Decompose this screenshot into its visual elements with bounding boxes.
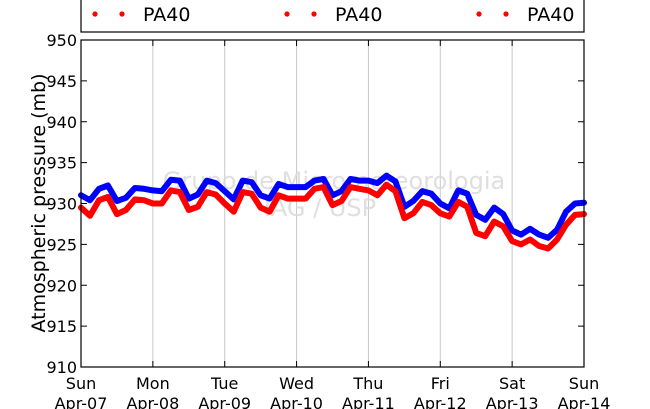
y-axis-label: Atmospheric pressure (mb) (28, 73, 50, 332)
legend-box (80, 0, 585, 33)
y-tick-label: 935 (46, 154, 77, 173)
legend-marker (311, 11, 317, 17)
plot-frame (80, 39, 585, 368)
x-tick-label-day: Tue (210, 374, 238, 393)
legend-marker (92, 11, 98, 17)
x-tick-label-day: Sat (499, 374, 525, 393)
legend-marker (503, 11, 509, 17)
x-tick-label-day: Sun (66, 374, 96, 393)
y-tick-label: 950 (46, 31, 77, 50)
legend-marker (119, 11, 125, 17)
x-tick-label-date: Apr-14 (558, 394, 611, 409)
y-tick-label: 945 (46, 72, 77, 91)
series-layer (78, 172, 587, 252)
y-tick-label: 940 (46, 113, 77, 132)
y-tick-label: 915 (46, 317, 77, 336)
x-tick-label-day: Sun (569, 374, 599, 393)
x-tick-label-date: Apr-12 (414, 394, 467, 409)
legend-entries: PA40 PA40 PA40 (92, 4, 574, 26)
legend-marker (284, 11, 290, 17)
x-tick-label-day: Fri (431, 374, 450, 393)
y-tick-label: 910 (46, 358, 77, 377)
y-tick-label: 930 (46, 195, 77, 214)
legend-marker (476, 11, 482, 17)
legend-label: PA40 (335, 4, 382, 26)
x-tick-label-date: Apr-11 (342, 394, 395, 409)
x-tick-label-date: Apr-09 (198, 394, 251, 409)
legend-label: PA40 (527, 4, 574, 26)
y-tick-label: 925 (46, 235, 77, 254)
x-tick-label-day: Mon (136, 374, 170, 393)
x-tick-label-date: Apr-13 (486, 394, 539, 409)
x-tick-label-date: Apr-07 (55, 394, 108, 409)
x-tick-label-day: Thu (352, 374, 383, 393)
x-tick-label-day: Wed (279, 374, 314, 393)
legend-label: PA40 (143, 4, 190, 26)
x-tick-label-date: Apr-08 (126, 394, 179, 409)
y-tick-label: 920 (46, 276, 77, 295)
legend: PA40 PA40 PA40 (80, 0, 585, 33)
axis-ticks: 910915920925930935940945950SunApr-07MonA… (46, 31, 610, 409)
x-tick-label-date: Apr-10 (270, 394, 323, 409)
series-line-1 (78, 172, 587, 241)
series-line-2 (78, 181, 587, 252)
